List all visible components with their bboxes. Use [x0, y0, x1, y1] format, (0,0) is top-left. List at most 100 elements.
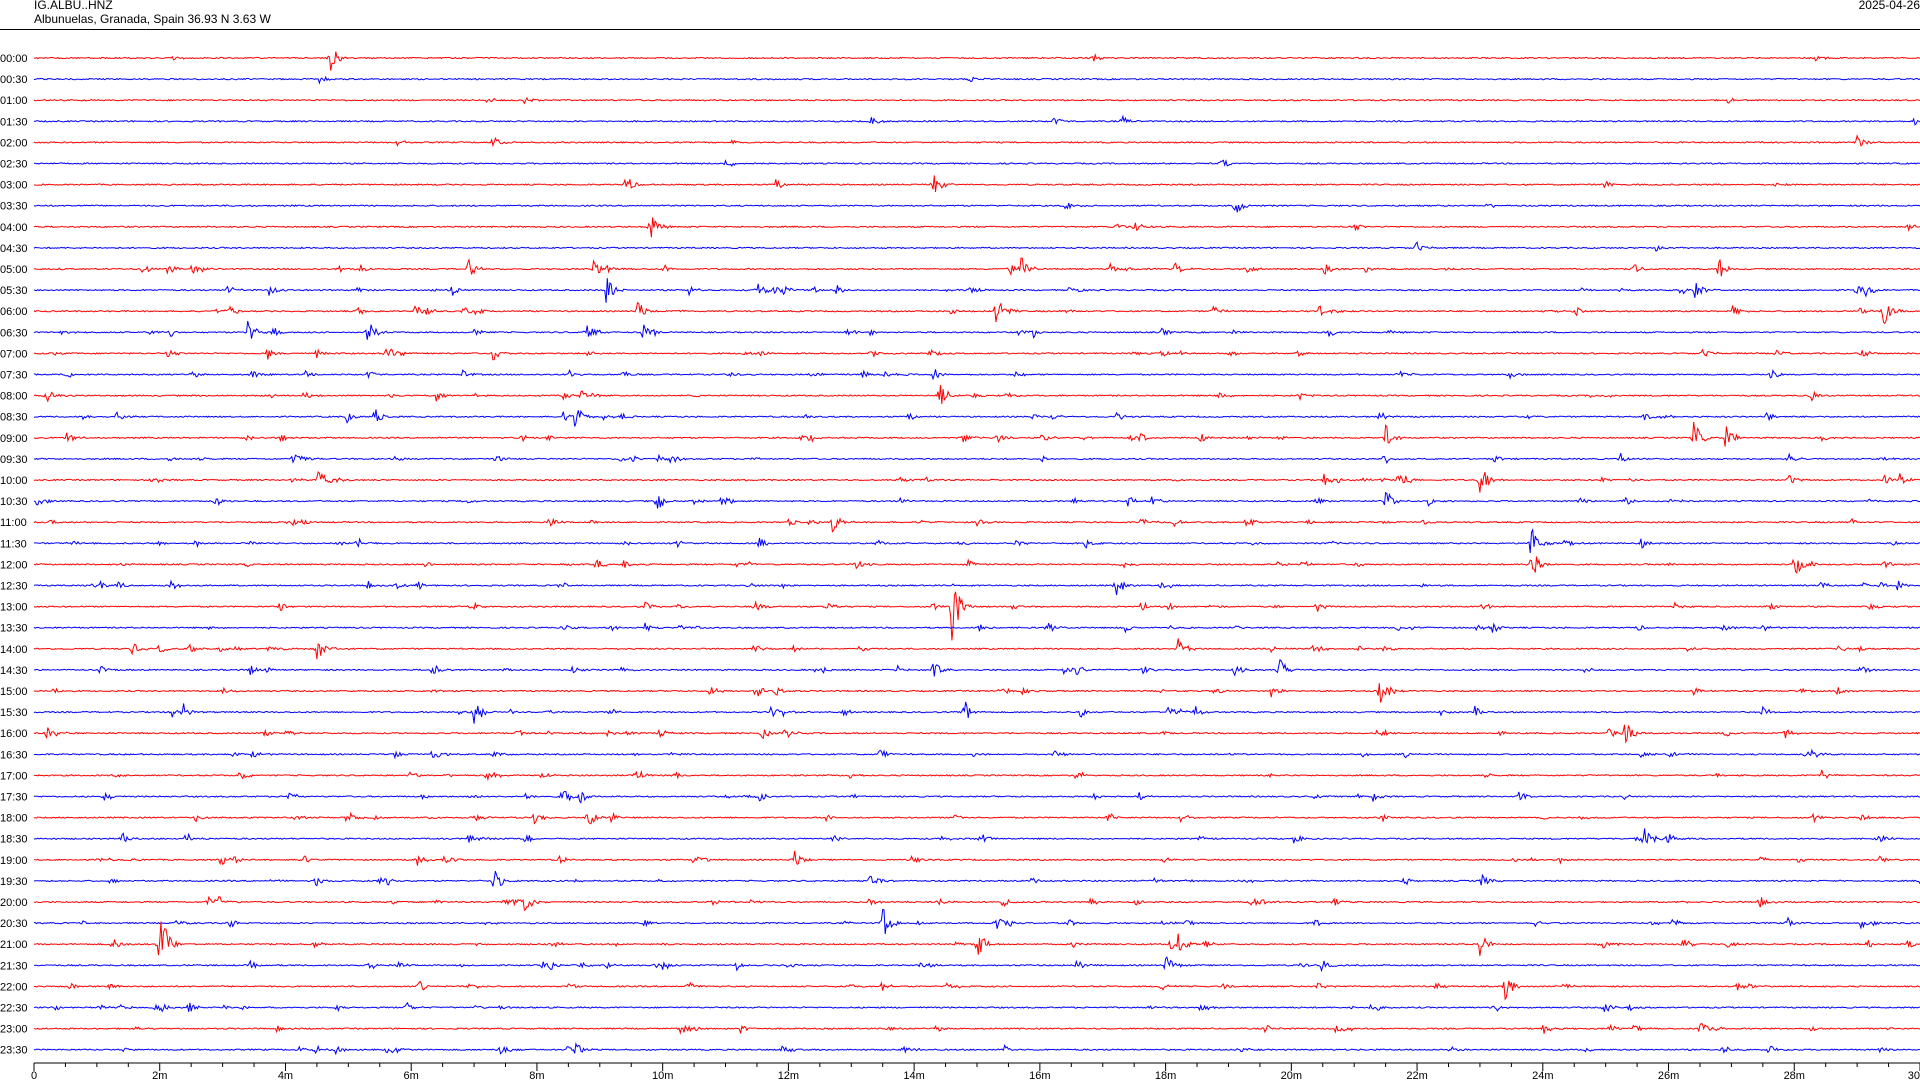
trace-row-1130 [34, 527, 1920, 554]
row-label-1730: 17:30 [0, 792, 28, 804]
row-label-1700: 17:00 [0, 770, 28, 782]
trace-row-0630 [33, 320, 1920, 340]
x-tick-label-8m: 8m [529, 1070, 544, 1080]
trace-row-0830 [33, 409, 1920, 427]
trace-row-0400 [33, 217, 1920, 238]
row-label-2030: 20:30 [0, 918, 28, 930]
trace-row-2230 [33, 1001, 1920, 1013]
trace-row-2130 [33, 956, 1920, 973]
row-label-1030: 10:30 [0, 496, 28, 508]
row-label-2000: 20:00 [0, 897, 28, 909]
trace-row-1530 [33, 701, 1920, 724]
x-tick-label-6m: 6m [404, 1070, 419, 1080]
row-label-1300: 13:00 [0, 602, 28, 614]
trace-row-1500 [33, 683, 1920, 703]
trace-row-1800 [33, 811, 1920, 825]
row-label-0900: 09:00 [0, 433, 28, 445]
trace-group [33, 51, 1920, 1056]
x-tick-label-4m: 4m [278, 1070, 293, 1080]
trace-row-0500 [33, 257, 1920, 277]
row-label-0800: 08:00 [0, 391, 28, 403]
row-label-0930: 09:30 [0, 454, 28, 466]
trace-row-1200 [33, 556, 1920, 574]
station-location: Albunuelas, Granada, Spain 36.93 N 3.63 … [34, 12, 271, 26]
trace-row-0700 [33, 348, 1920, 361]
row-label-1000: 10:00 [0, 475, 28, 487]
station-date: 2025-04-26 [1858, 0, 1920, 12]
row-label-2230: 22:30 [0, 1003, 28, 1015]
trace-row-1100 [33, 517, 1920, 533]
row-label-1330: 13:30 [0, 623, 28, 635]
trace-row-2030 [33, 908, 1920, 935]
trace-row-1830 [33, 828, 1920, 844]
trace-row-0730 [33, 368, 1920, 381]
row-label-1530: 15:30 [0, 707, 28, 719]
row-label-0230: 02:30 [0, 159, 28, 171]
row-label-2100: 21:00 [0, 939, 28, 951]
x-tick-label-10m: 10m [652, 1070, 673, 1080]
x-tick-label-2m: 2m [152, 1070, 167, 1080]
trace-row-0900 [33, 421, 1920, 447]
x-tick-label-20m: 20m [1281, 1070, 1302, 1080]
trace-row-0600 [33, 301, 1920, 325]
trace-row-0930 [33, 452, 1920, 465]
row-label-1230: 12:30 [0, 581, 28, 593]
trace-row-0100 [33, 96, 1920, 105]
row-label-1900: 19:00 [0, 855, 28, 867]
row-label-1430: 14:30 [0, 665, 28, 677]
trace-row-2000 [33, 895, 1920, 912]
row-label-0700: 07:00 [0, 348, 28, 360]
row-label-0600: 06:00 [0, 306, 28, 318]
row-label-2200: 22:00 [0, 981, 28, 993]
trace-row-1730 [33, 791, 1920, 804]
trace-row-1030 [33, 491, 1920, 509]
row-label-0000: 00:00 [0, 53, 28, 65]
x-tick-label-0: 0 [31, 1070, 37, 1080]
row-label-0300: 03:00 [0, 180, 28, 192]
trace-row-0330 [33, 202, 1920, 213]
trace-row-1930 [33, 870, 1920, 887]
row-label-1130: 11:30 [0, 538, 27, 550]
x-tick-label-26m: 26m [1658, 1070, 1679, 1080]
trace-row-0300 [34, 175, 1920, 193]
row-label-0430: 04:30 [0, 243, 28, 255]
row-label-group: 00:00 00:30 01:00 01:30 02:00 02:30 03:00 03:30… [0, 53, 28, 1057]
trace-row-0000 [33, 51, 1920, 71]
x-tick-label-14m: 14m [903, 1070, 924, 1080]
trace-row-0800 [33, 385, 1920, 404]
x-tick-label-30: 30 [1908, 1070, 1920, 1080]
trace-row-0030 [33, 75, 1920, 85]
trace-row-2100 [33, 921, 1920, 956]
x-tick-label-22m: 22m [1406, 1070, 1427, 1080]
trace-row-2330 [33, 1041, 1920, 1056]
trace-row-1630 [33, 748, 1920, 760]
x-tick-label-12m: 12m [778, 1070, 799, 1080]
row-label-2330: 23:30 [0, 1045, 28, 1057]
row-label-1600: 16:00 [0, 728, 28, 740]
row-label-0200: 02:00 [0, 137, 28, 149]
row-label-0400: 04:00 [0, 222, 28, 234]
trace-row-1000 [33, 470, 1920, 493]
row-label-0730: 07:30 [0, 370, 28, 382]
row-label-0130: 01:30 [0, 116, 28, 128]
row-label-0030: 00:30 [0, 74, 28, 86]
row-label-1200: 12:00 [0, 559, 28, 571]
trace-row-0130 [33, 114, 1920, 126]
station-code: IG.ALBU..HNZ [34, 0, 113, 12]
row-label-0100: 01:00 [0, 95, 28, 107]
trace-row-0230 [34, 159, 1920, 167]
x-axis: 0 2m 4m 6m 8m 10m 12m 14m 16m 18m 20m 22m 24m 26m 28m 3… [31, 1062, 1920, 1080]
trace-row-1400 [33, 638, 1920, 660]
row-label-1930: 19:30 [0, 876, 28, 888]
row-label-0330: 03:30 [0, 201, 28, 213]
row-label-1500: 15:00 [0, 686, 28, 698]
trace-row-1430 [33, 658, 1920, 677]
trace-row-2200 [33, 980, 1920, 1001]
x-tick-label-16m: 16m [1029, 1070, 1050, 1080]
row-label-1830: 18:30 [0, 834, 28, 846]
trace-row-1600 [33, 724, 1920, 744]
row-label-0500: 05:00 [0, 264, 28, 276]
row-label-1400: 14:00 [0, 644, 28, 656]
